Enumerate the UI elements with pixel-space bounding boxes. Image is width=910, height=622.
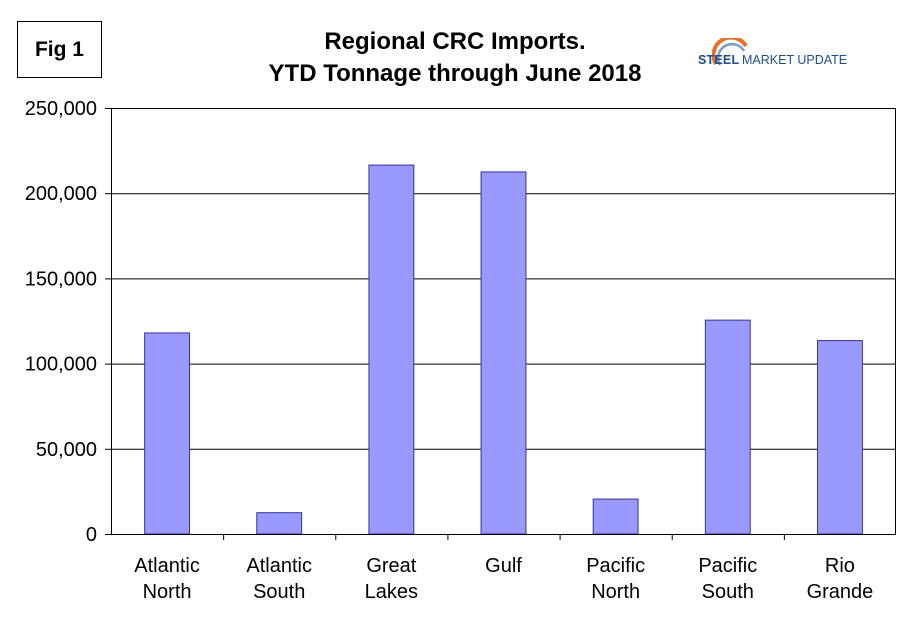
y-tick-label: 0 [86,524,97,546]
chart-title-line-1: Regional CRC Imports. [324,28,586,55]
x-category-label: Atlantic [246,555,312,577]
y-tick-label: 50,000 [36,439,97,461]
logo-brand-rest: MARKET UPDATE [742,53,848,67]
x-category-label: South [702,581,754,603]
label-layer: 0 50,000 100,000 150,000 200,000 250,000 Atlan… [25,98,874,603]
chart-title-line-2: YTD Tonnage through June 2018 [268,60,642,87]
y-tick-label: 250,000 [25,98,97,120]
x-category-label: Great [366,555,416,577]
axis-layer [105,108,896,540]
steel-market-update-logo: STEEL MARKET UPDATE [698,38,858,78]
bar [256,512,303,535]
logo-swoosh-icon [712,38,748,66]
chart-title: Regional CRC Imports. YTD Tonnage throug… [210,26,700,90]
x-category-label: North [143,581,192,603]
bar [480,171,527,535]
bar [817,340,863,535]
x-category-label: Pacific [698,555,757,577]
figure-label: Fig 1 [17,21,102,78]
x-category-label: Rio [825,555,855,577]
x-category-label: Pacific [586,555,645,577]
x-category-label: Lakes [365,581,418,603]
x-category-label: Gulf [485,555,522,577]
x-category-label: North [591,581,640,603]
y-tick-label: 100,000 [25,354,97,376]
logo-brand-bold: STEEL [698,53,740,67]
bar [368,164,415,535]
x-category-label: South [253,581,305,603]
y-tick-label: 150,000 [25,268,97,290]
x-category-label: Grande [807,581,874,603]
bar-layer [144,164,863,535]
bar [592,498,639,535]
y-tick-label: 200,000 [25,183,97,205]
bar [144,332,190,535]
bar [704,319,751,535]
x-category-label: Atlantic [134,555,200,577]
